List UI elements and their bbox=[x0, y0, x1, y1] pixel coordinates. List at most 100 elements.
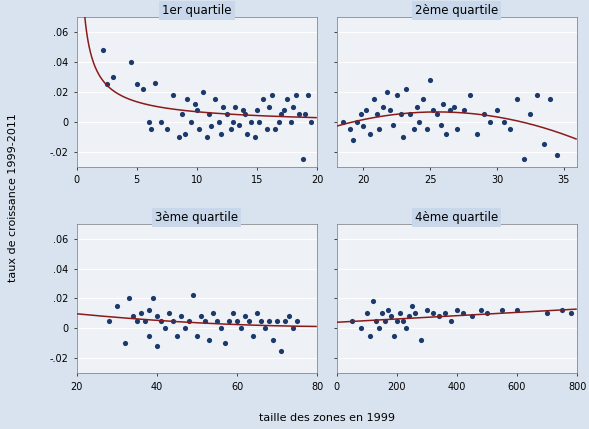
Point bbox=[352, 118, 361, 125]
Point bbox=[432, 111, 442, 118]
Point bbox=[539, 141, 548, 148]
Point bbox=[180, 130, 190, 137]
Point bbox=[128, 313, 137, 320]
Point bbox=[216, 325, 226, 332]
Point bbox=[274, 118, 283, 125]
Point bbox=[231, 103, 240, 110]
Point bbox=[422, 307, 432, 314]
Point bbox=[178, 111, 187, 118]
Title: 4ème quartile: 4ème quartile bbox=[415, 211, 498, 224]
Point bbox=[240, 111, 250, 118]
Point bbox=[102, 81, 111, 88]
Point bbox=[458, 310, 468, 317]
Point bbox=[224, 317, 234, 324]
Point bbox=[190, 100, 199, 107]
Point bbox=[112, 302, 121, 309]
Point bbox=[348, 136, 358, 143]
Point bbox=[492, 106, 502, 113]
Point bbox=[440, 310, 449, 317]
Point bbox=[416, 337, 425, 344]
Point bbox=[485, 118, 495, 125]
Point bbox=[392, 91, 402, 98]
Point bbox=[365, 332, 375, 339]
Point bbox=[140, 317, 150, 324]
Point bbox=[192, 332, 201, 339]
Point bbox=[276, 111, 286, 118]
Point bbox=[284, 313, 294, 320]
Point bbox=[264, 103, 274, 110]
Point bbox=[150, 79, 160, 86]
Point bbox=[229, 310, 238, 317]
Point bbox=[104, 317, 113, 324]
Point bbox=[273, 317, 282, 324]
Point bbox=[395, 310, 405, 317]
Point bbox=[452, 126, 462, 133]
Point bbox=[347, 317, 356, 324]
Point bbox=[234, 121, 244, 128]
Point bbox=[452, 307, 462, 314]
Point bbox=[398, 317, 408, 324]
Point bbox=[479, 111, 488, 118]
Point bbox=[243, 130, 252, 137]
Point bbox=[445, 106, 455, 113]
Point bbox=[262, 126, 272, 133]
Point bbox=[249, 332, 258, 339]
Point bbox=[419, 96, 428, 103]
Point bbox=[472, 130, 482, 137]
Point bbox=[377, 310, 386, 317]
Point bbox=[362, 310, 371, 317]
Point bbox=[210, 96, 220, 103]
Point bbox=[259, 96, 268, 103]
Point bbox=[410, 310, 419, 317]
Point bbox=[375, 126, 384, 133]
Point bbox=[546, 96, 555, 103]
Point bbox=[401, 325, 411, 332]
Point bbox=[136, 310, 145, 317]
Point bbox=[439, 100, 448, 107]
Point bbox=[291, 91, 300, 98]
Point bbox=[164, 310, 174, 317]
Point bbox=[267, 91, 276, 98]
Point bbox=[407, 302, 416, 309]
Point bbox=[232, 317, 241, 324]
Point bbox=[339, 118, 348, 125]
Point bbox=[423, 126, 432, 133]
Point bbox=[404, 313, 413, 320]
Point bbox=[361, 106, 370, 113]
Point bbox=[399, 133, 408, 140]
Point bbox=[216, 130, 226, 137]
Point bbox=[374, 325, 383, 332]
Point bbox=[405, 111, 415, 118]
Point bbox=[467, 313, 477, 320]
Point bbox=[499, 118, 508, 125]
Point bbox=[188, 292, 198, 299]
Point bbox=[459, 106, 468, 113]
Point bbox=[365, 130, 375, 137]
Point bbox=[147, 126, 156, 133]
Point bbox=[168, 91, 177, 98]
Point bbox=[156, 118, 166, 125]
Point bbox=[184, 317, 194, 324]
Point bbox=[256, 317, 266, 324]
Point bbox=[289, 325, 298, 332]
Point bbox=[236, 325, 246, 332]
Point bbox=[294, 111, 304, 118]
Point bbox=[196, 313, 206, 320]
Point bbox=[144, 118, 154, 125]
Point bbox=[359, 123, 368, 130]
Point bbox=[389, 332, 398, 339]
Point bbox=[194, 126, 204, 133]
Point bbox=[270, 126, 280, 133]
Point bbox=[356, 325, 365, 332]
Point bbox=[162, 126, 171, 133]
Point bbox=[260, 325, 270, 332]
Point bbox=[412, 103, 422, 110]
Title: 2ème quartile: 2ème quartile bbox=[415, 4, 498, 17]
Point bbox=[207, 123, 216, 130]
Point bbox=[200, 317, 210, 324]
Point bbox=[183, 96, 192, 103]
Point bbox=[126, 59, 135, 66]
Point bbox=[204, 111, 214, 118]
Point bbox=[386, 313, 395, 320]
Point bbox=[214, 118, 223, 125]
